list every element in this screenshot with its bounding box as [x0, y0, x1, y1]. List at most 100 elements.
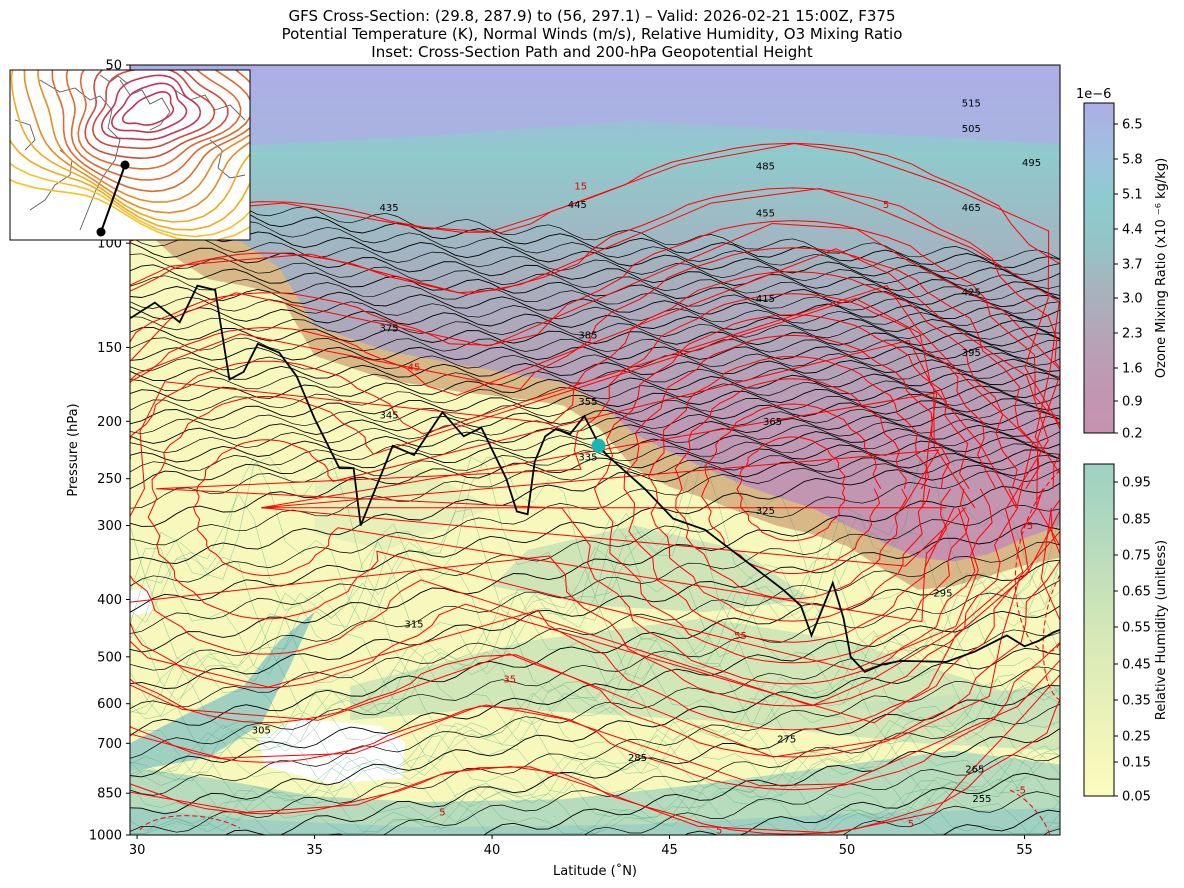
rh-region-4	[492, 525, 812, 612]
inset-contour-10	[10, 70, 250, 223]
y-tick-label-1000: 1000	[89, 829, 122, 844]
rh-region-1	[130, 807, 1060, 835]
inset-path-line	[100, 164, 126, 233]
oz-tick-label-8: 0.9	[1122, 395, 1143, 410]
inset-path-end	[120, 160, 130, 170]
theta-contour-415	[130, 384, 1060, 425]
wind-label-9: -5	[1016, 786, 1026, 797]
theta-label-485: 485	[756, 161, 775, 172]
theta-contour-310	[130, 629, 1060, 796]
rh-tick-label-5: 0.45	[1122, 658, 1151, 673]
wind-label-1: 5	[883, 200, 889, 211]
inset-contour-9	[23, 70, 250, 214]
rh-contour-4	[130, 541, 1060, 675]
theta-contour-500	[130, 236, 1060, 289]
theta-label-305: 305	[252, 726, 271, 737]
rh-contour-10	[130, 663, 1060, 752]
rh-contour-20	[130, 787, 1060, 834]
rh-blank-patch-1	[258, 718, 405, 784]
y-tick-label-500: 500	[97, 650, 122, 665]
wind-label-5: 5	[439, 807, 445, 818]
theta-contour-445	[130, 346, 1060, 361]
oz-tick-label-7: 1.6	[1122, 362, 1143, 377]
ozone-high-band	[130, 65, 1060, 152]
wind-contour-10-1	[130, 187, 1060, 787]
wind-contour-35-0	[593, 314, 970, 664]
theta-contour-315	[130, 605, 1060, 778]
inset-frame	[9, 69, 251, 241]
theta-contour-465	[130, 306, 1060, 334]
theta-contour-450	[130, 337, 1060, 353]
wind-contour-45-1	[261, 449, 947, 509]
theta-contour-365	[130, 449, 1060, 565]
wind-label-2: 45	[408, 363, 421, 374]
rh-region-6	[314, 468, 493, 550]
chart-title-line-2: Potential Temperature (K), Normal Winds …	[281, 25, 903, 43]
ozone-colorbar-scale: 1e−6	[1076, 87, 1111, 102]
theta-contour-485	[130, 264, 1060, 308]
ozone-colorbar-label: Ozone Mixing Ratio (x10 ⁻⁶ kg/kg)	[1154, 158, 1169, 378]
rh-contour-18	[130, 767, 1060, 831]
rh-tick-label-2: 0.75	[1122, 549, 1151, 564]
theta-contour-335	[130, 523, 1060, 689]
rh-tick-label-4: 0.55	[1122, 621, 1151, 636]
inset-contour-12	[10, 162, 250, 238]
oz-tick-label-4: 3.7	[1122, 258, 1143, 273]
wind-contour-55-0	[701, 403, 882, 575]
x-tick-label-45: 45	[661, 843, 678, 858]
rh-tick-label-6: 0.35	[1122, 694, 1151, 709]
oz-tick-label-6: 2.3	[1122, 327, 1143, 342]
theta-label-265: 265	[965, 765, 984, 776]
normal-wind-contours	[130, 142, 1060, 835]
theta-contour-295	[224, 685, 1060, 835]
tropopause-marker	[591, 438, 606, 453]
oz-tick-label-2: 5.1	[1122, 188, 1143, 203]
theta-label-285: 285	[628, 753, 647, 764]
wind-contour-5-1	[130, 142, 1060, 834]
theta-label-395: 395	[962, 348, 981, 359]
theta-label-275: 275	[777, 734, 796, 745]
wind-neg-contour-3	[139, 815, 241, 831]
theta-contour-410	[130, 392, 1060, 435]
wind-contour-25-1	[130, 285, 1034, 707]
inset-contour-0	[121, 90, 175, 126]
rh-contour-15	[130, 732, 1060, 804]
theta-contour-285	[483, 728, 1060, 835]
x-tick-label-35: 35	[306, 843, 323, 858]
wind-contour-40-0	[623, 334, 952, 643]
inset-coastline-6	[99, 74, 129, 85]
wind-contour-15-0	[130, 220, 1060, 758]
rh-contour-2	[130, 493, 1060, 640]
inset-contour-8	[37, 70, 250, 203]
wind-label-8: -5	[1023, 521, 1033, 532]
theta-contour-475	[130, 286, 1060, 321]
contour-labels: 5155054954854654554454354254153953853753…	[252, 99, 1041, 835]
theta-label-355: 355	[578, 397, 597, 408]
y-tick-label-250: 250	[97, 472, 122, 487]
wind-contour-60-0	[736, 436, 846, 542]
plot-frame	[129, 64, 1061, 836]
inset-geopotential-contours	[10, 70, 250, 240]
ozone-layer	[130, 65, 1060, 562]
ozone-colorbar-ticks: 6.5 5.8 5.1 4.4 3.7 3.0 2.3 1.6 0.9 0.2	[1114, 118, 1143, 442]
rh-colorbar-ticks: 0.95 0.85 0.75 0.65 0.55 0.45 0.35 0.25 0.15 0.05	[1114, 476, 1151, 805]
y-tick-label-400: 400	[97, 593, 122, 608]
inset-contour-5	[77, 70, 242, 170]
y-tick-label-200: 200	[97, 415, 122, 430]
inset-contour-4	[84, 70, 229, 160]
theta-contour-490	[130, 253, 1060, 301]
rh-tick-label-0: 0.95	[1122, 476, 1151, 491]
theta-label-385: 385	[578, 331, 597, 342]
oz-tick-label-1: 5.8	[1122, 153, 1143, 168]
inset-contour-11	[10, 138, 250, 231]
rh-region-0	[130, 750, 1060, 835]
wind-contour-5-0	[130, 142, 1060, 835]
oz-tick-label-5: 3.0	[1122, 292, 1143, 307]
rh-tick-label-7: 0.25	[1122, 730, 1151, 745]
wind-neg-contour-4	[1009, 789, 1051, 835]
wind-contour-45-0	[648, 355, 931, 622]
cross-section-plot: 5155054954854654554454354254153953853753…	[130, 65, 1060, 835]
wind-contour-35-1	[193, 339, 976, 623]
y-tick-label-300: 300	[97, 519, 122, 534]
